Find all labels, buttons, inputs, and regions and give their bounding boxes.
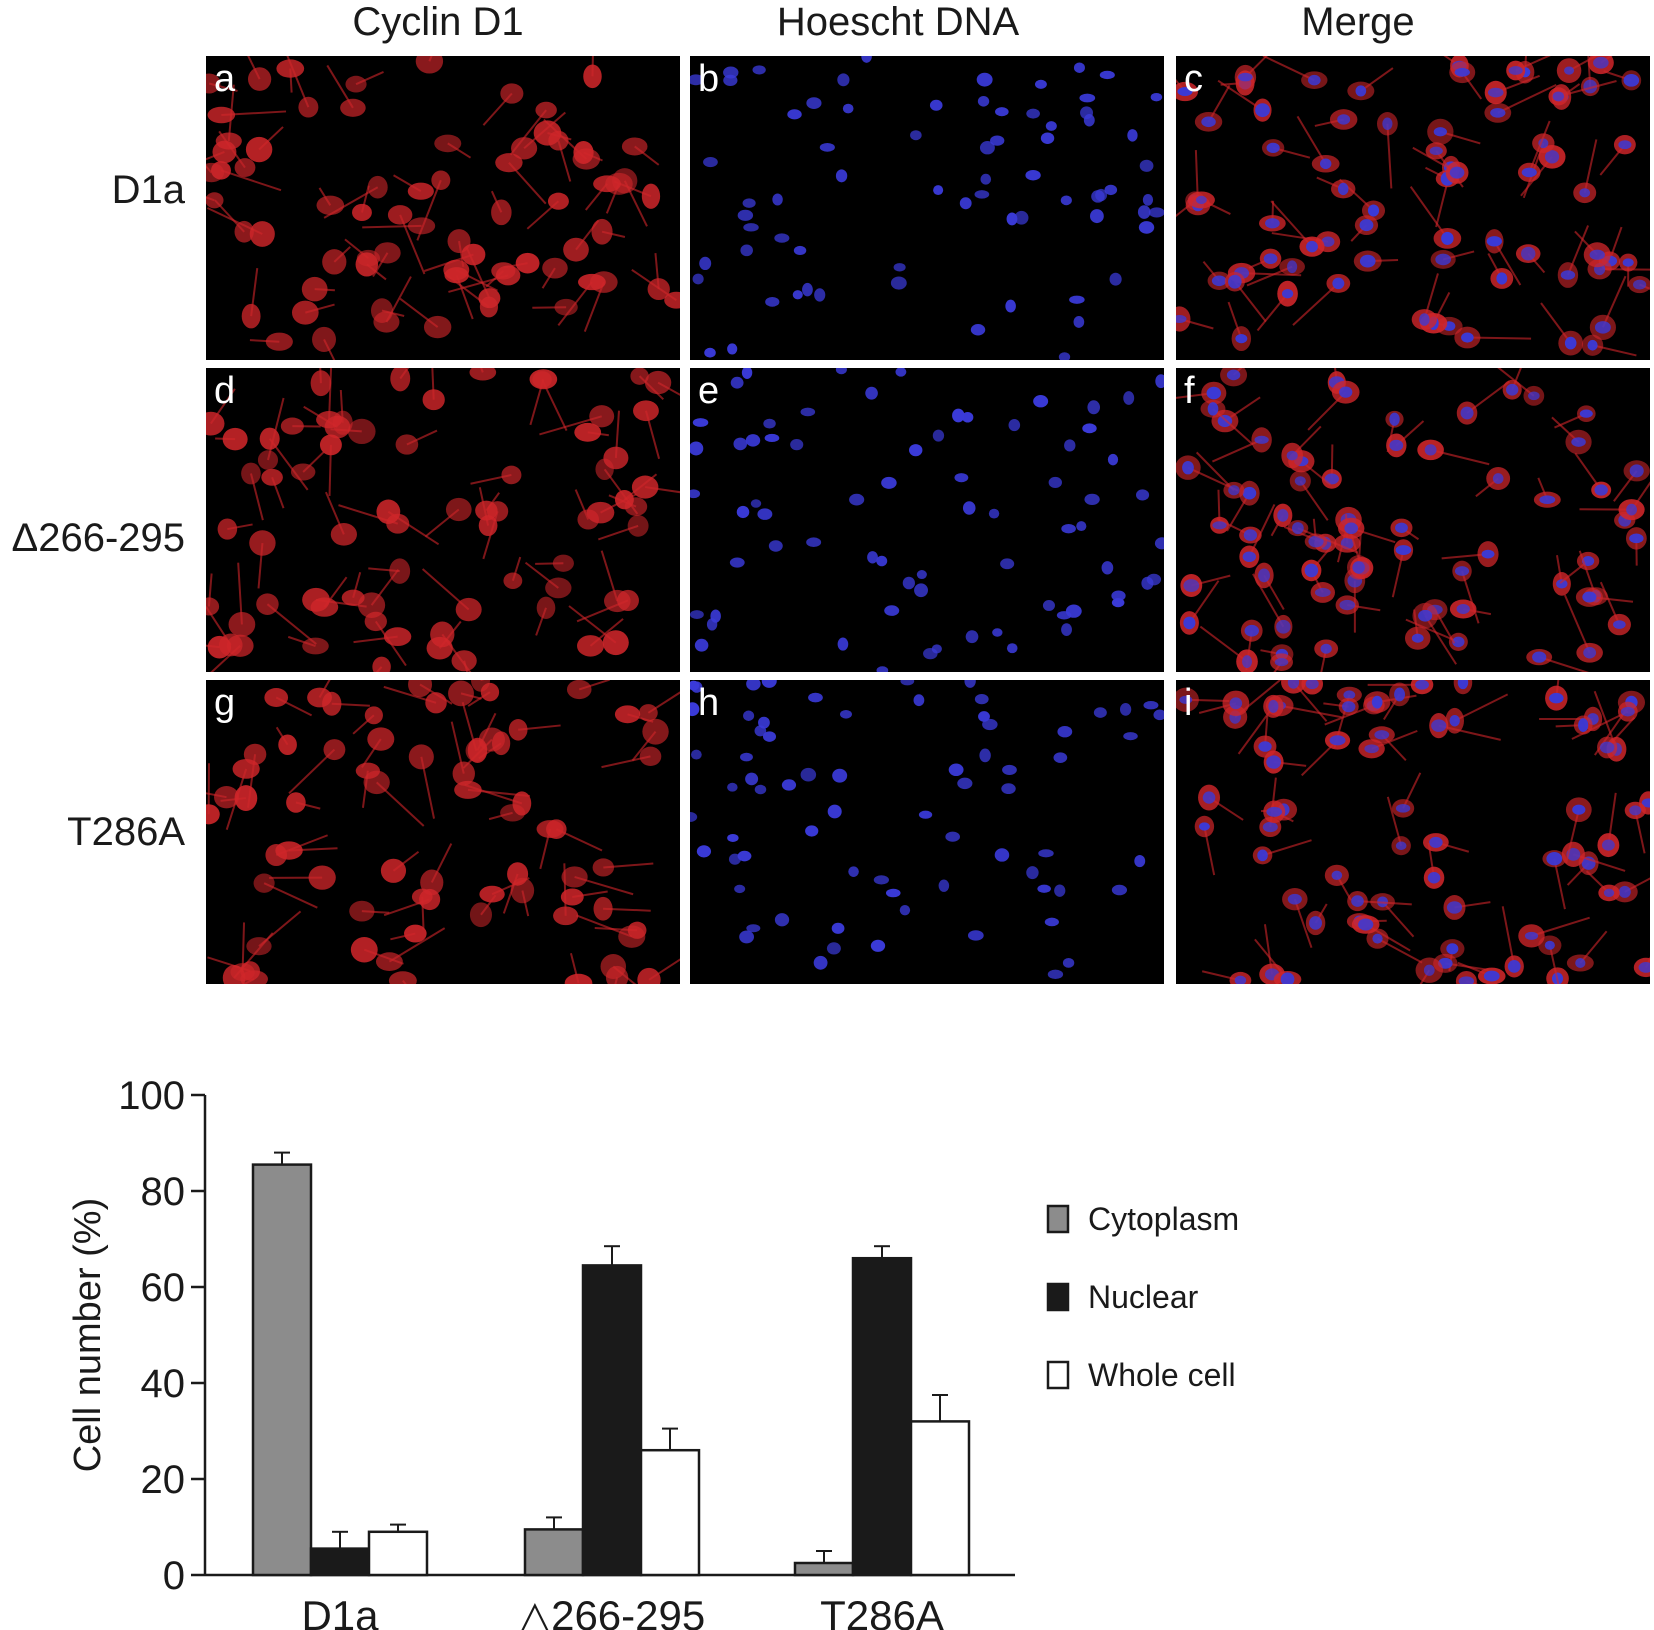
row-label-delta: Δ266-295 (11, 516, 185, 560)
bar-cytoplasm (793, 1561, 855, 1577)
legend-label: Whole cell (1088, 1357, 1236, 1393)
micrograph-panel-c: c (1176, 56, 1650, 360)
micrograph-image (1176, 368, 1650, 672)
x-category-label: T286A (820, 1592, 944, 1630)
legend-swatch (1046, 1282, 1070, 1312)
bar-nuclear (309, 1547, 371, 1577)
bar-nuclear (581, 1264, 643, 1577)
micrograph-panel-b: b (690, 56, 1164, 360)
micrograph-panel-d: d (206, 368, 680, 672)
y-axis-label: Cell number (%) (67, 1198, 109, 1473)
micrograph-image (1176, 56, 1650, 357)
panel-letter: a (214, 58, 236, 100)
row-label-t286a: T286A (67, 810, 185, 854)
y-tick-label: 60 (141, 1266, 186, 1310)
micrograph-image (206, 56, 680, 360)
bar-nuclear (851, 1256, 913, 1577)
legend-swatch (1046, 1204, 1070, 1234)
y-tick-label: 80 (141, 1170, 186, 1214)
panel-letter: c (1184, 58, 1203, 100)
micrograph-panel-f: f (1176, 368, 1650, 672)
bar-whole-cell (639, 1448, 701, 1577)
micrograph-panel-i: i (1176, 680, 1650, 984)
panel-letter: d (214, 370, 236, 412)
micrograph-image (206, 680, 680, 984)
column-title-cyclin: Cyclin D1 (352, 0, 524, 44)
legend-swatch (1046, 1360, 1070, 1390)
legend-label: Nuclear (1088, 1279, 1199, 1315)
x-category-label: △266-295 (519, 1592, 705, 1630)
bar-cytoplasm (523, 1528, 585, 1577)
x-category-label: D1a (301, 1592, 379, 1630)
y-tick-label: 20 (141, 1458, 186, 1502)
bar-whole-cell (909, 1420, 971, 1577)
bar-whole-cell (367, 1530, 429, 1577)
panel-letter: i (1184, 682, 1193, 724)
y-tick-label: 0 (163, 1554, 185, 1598)
panel-letter: b (698, 58, 720, 100)
y-tick-label: 40 (141, 1362, 186, 1406)
micrograph-panel-a: a (206, 56, 680, 360)
panel-letter: e (698, 370, 720, 412)
micrograph-panel-h: h (690, 680, 1164, 984)
y-tick-label: 100 (118, 1074, 185, 1118)
micrograph-panel-e: e (690, 368, 1164, 672)
bar-chart: 0 20 40 60 80 100 Cell number (%) D1a △266-295 T2… (67, 1074, 1239, 1630)
panel-letter: g (214, 682, 236, 724)
micrograph-image (1176, 680, 1650, 984)
micrograph-image (690, 368, 1164, 672)
legend-label: Cytoplasm (1088, 1201, 1239, 1237)
panel-letter: f (1184, 370, 1195, 412)
bar-cytoplasm (251, 1163, 313, 1577)
micrograph-image (690, 680, 1164, 980)
micrograph-image (690, 56, 1164, 360)
panel-letter: h (698, 682, 720, 724)
column-title-dna: Hoescht DNA (776, 0, 1020, 44)
micrograph-panel-g: g (206, 680, 680, 984)
row-label-d1a: D1a (111, 168, 185, 212)
column-title-merge: Merge (1301, 0, 1415, 44)
micrograph-image (206, 368, 680, 672)
